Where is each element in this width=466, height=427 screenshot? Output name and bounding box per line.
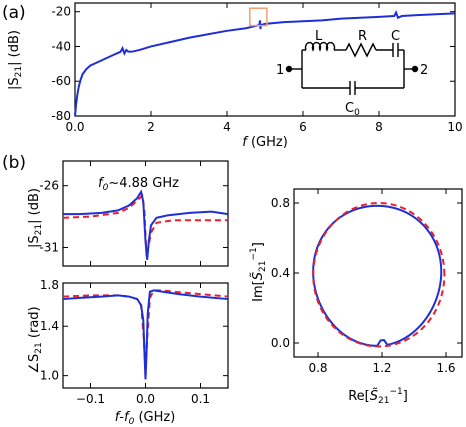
y-tick-label: 0.8 bbox=[271, 196, 290, 210]
y-tick-label: -26 bbox=[39, 179, 59, 193]
x-tick-label: 6 bbox=[299, 120, 307, 134]
panel-a-plot: 0.0 2 4 6 8 10 -20 -40 -60 -80 bbox=[51, 2, 463, 134]
x-tick-label: 0.8 bbox=[308, 361, 327, 375]
panel-b-mag-ticks: -26 -31 bbox=[39, 161, 228, 266]
y-tick-label: 1.4 bbox=[40, 319, 59, 333]
panel-b-phase-plot: −0.1 0.0 0.1 1.4 1.0 1.8 bbox=[40, 278, 229, 406]
panel-b-phase-xlabel: f-f0 (GHz) bbox=[115, 410, 176, 427]
panel-a-ticks: 0.0 2 4 6 8 10 -20 -40 -60 -80 bbox=[51, 3, 463, 134]
panel-b-phase-ylabel: ∠S21 (rad) bbox=[27, 306, 44, 373]
panel-b-mag-data-line bbox=[63, 189, 229, 260]
x-tick-label: 10 bbox=[447, 120, 462, 134]
panel-b-phase-ticks: −0.1 0.0 0.1 1.4 1.0 1.8 bbox=[40, 278, 228, 406]
panel-a-ylabel: |S21| (dB) bbox=[7, 30, 24, 90]
panel-a-xlabel: f (GHz) bbox=[242, 135, 288, 150]
panel-b-circle-frame bbox=[293, 188, 463, 358]
panel-label-a: (a) bbox=[2, 3, 26, 23]
x-tick-label: 1.2 bbox=[372, 361, 391, 375]
x-tick-label: 4 bbox=[223, 120, 231, 134]
circuit-diagram bbox=[285, 41, 419, 95]
circuit-port-1: 1 bbox=[276, 63, 284, 78]
highlight-box bbox=[249, 7, 268, 27]
panel-a-frame bbox=[74, 2, 456, 117]
panel-b-circle-xlabel: Re[S̃21−1] bbox=[348, 387, 408, 406]
y-tick-label: -31 bbox=[39, 240, 59, 254]
x-tick-label: 0.0 bbox=[136, 392, 155, 406]
circuit-label-C: C bbox=[391, 29, 400, 44]
circuit-label-R: R bbox=[358, 29, 367, 44]
panel-b-circle-fit-line bbox=[312, 201, 446, 348]
y-tick-label: -80 bbox=[51, 109, 71, 123]
x-tick-label: 8 bbox=[375, 120, 383, 134]
circuit-label-C0: C0 bbox=[345, 101, 360, 118]
y-tick-label: 1.0 bbox=[40, 369, 59, 383]
x-tick-label: 2 bbox=[147, 120, 155, 134]
y-tick-label: -60 bbox=[51, 74, 71, 88]
panel-b-circle-ticks: 0.8 1.2 1.6 0.8 0.4 0.0 bbox=[271, 189, 462, 375]
panel-label-b: (b) bbox=[2, 153, 26, 173]
y-tick-label: -40 bbox=[51, 39, 71, 53]
panel-b-circle-plot: 0.8 1.2 1.6 0.8 0.4 0.0 bbox=[271, 188, 463, 375]
resonance-annotation: f0~4.88 GHz bbox=[98, 176, 179, 193]
panel-b-mag-ylabel: |S21| (dB) bbox=[27, 188, 44, 248]
panel-b-magnitude-plot: -26 -31 bbox=[39, 160, 229, 267]
x-tick-label: 1.6 bbox=[436, 361, 455, 375]
y-tick-label: 0.4 bbox=[271, 266, 290, 280]
circuit-port-2: 2 bbox=[420, 63, 428, 78]
circuit-label-L: L bbox=[315, 29, 323, 44]
resistor-symbol bbox=[345, 42, 377, 58]
y-tick-label: 1.8 bbox=[40, 278, 59, 292]
x-tick-label: −0.1 bbox=[76, 392, 105, 406]
y-tick-label: -20 bbox=[51, 5, 71, 19]
inductor-symbol bbox=[304, 41, 336, 52]
x-tick-label: 0.1 bbox=[191, 392, 210, 406]
x-tick-label: 0.0 bbox=[65, 120, 84, 134]
panel-a-series-line bbox=[74, 10, 456, 117]
y-tick-label: 0.0 bbox=[271, 336, 290, 350]
panel-b-phase-data-line bbox=[62, 289, 229, 380]
panel-b-circle-ylabel: Im[S̃21−1] bbox=[249, 242, 268, 302]
